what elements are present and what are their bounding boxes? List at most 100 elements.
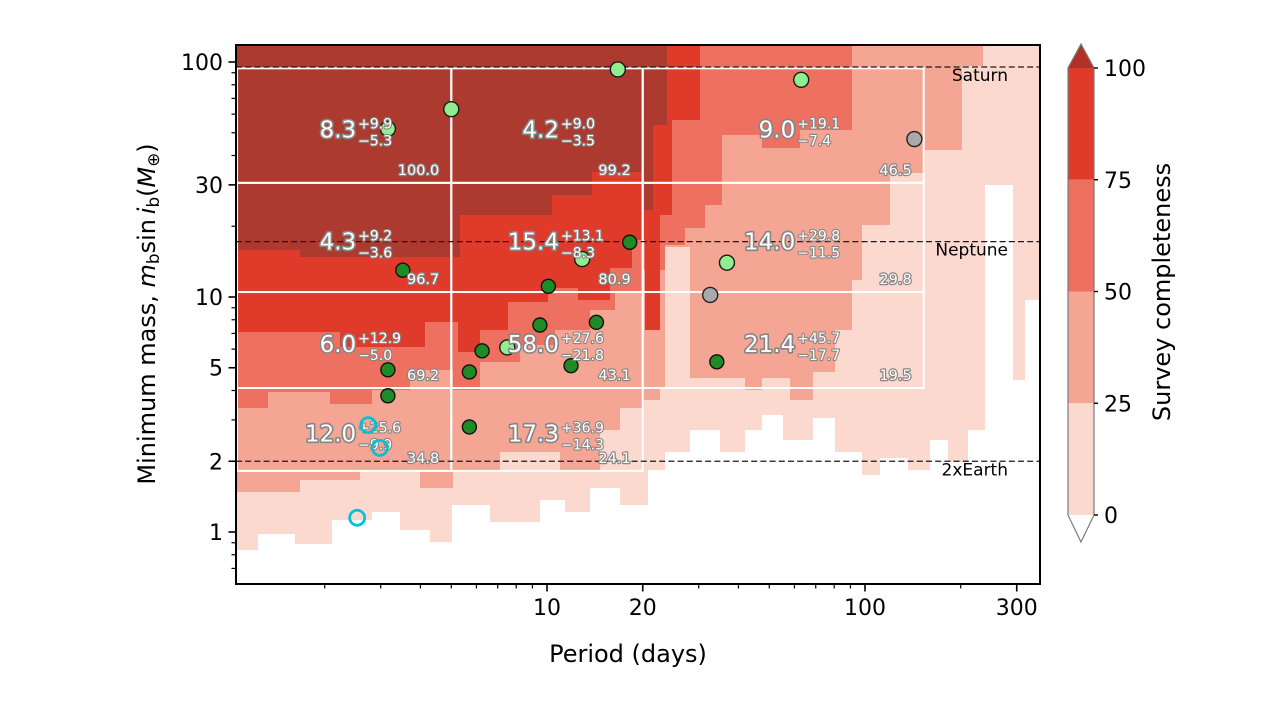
colorbar-label: Survey completeness (1148, 163, 1176, 421)
occurrence-rate-upper-error: +9.2 (358, 228, 392, 244)
occurrence-rate-value: 15.4 (508, 229, 559, 255)
y-tick-label: 2 (209, 450, 223, 475)
y-tick-label: 30 (195, 174, 223, 199)
occurrence-rate-upper-error: +36.9 (561, 420, 604, 436)
planet-point-dark_green (380, 388, 396, 404)
occurrence-rate-lower-error: −5.3 (358, 134, 392, 150)
colorbar-segment (1068, 68, 1094, 180)
occurrence-rate-value: 8.3 (320, 118, 357, 144)
completeness-region (985, 185, 1013, 398)
y-axis: 100 30 10 5 2 1 (181, 51, 236, 570)
occurrence-rate-lower-error: −21.8 (561, 348, 604, 364)
cell-completeness-value: 29.8 (879, 272, 911, 288)
occurrence-rate-value: 58.0 (508, 332, 559, 358)
colorbar-segment (1068, 179, 1094, 292)
planet-point-light_green (499, 339, 516, 356)
occurrence-rate-upper-error: +29.8 (797, 228, 840, 244)
x-axis: 10 20 100 300 (324, 584, 1038, 621)
occurrence-rate-value: 14.0 (744, 229, 795, 255)
planet-point-cyan_open (370, 438, 389, 457)
occurrence-cell-annotation: 4.2 +9.0−3.599.2 (521, 115, 632, 180)
planet-point-dark_green (709, 354, 725, 370)
cell-completeness-value: 46.5 (879, 163, 911, 179)
occurrence-rate-upper-error: +25.6 (358, 420, 401, 436)
planet-point-light_green (792, 71, 810, 88)
colorbar-segment (1068, 403, 1094, 515)
planet-point-dark_green (395, 262, 411, 278)
planet-point-dark_green (563, 358, 579, 374)
occurrence-cell-annotation: 6.0 +12.9−5.0 69.2 (318, 330, 440, 385)
occurrence-cell-outline (641, 291, 925, 389)
cell-completeness-value: 99.2 (598, 163, 630, 179)
occurrence-cell-annotation: 21.4 +45.7−17.7 19.5 (742, 330, 913, 385)
occurrence-rate-value: 17.3 (508, 421, 559, 447)
planet-point-gray (906, 130, 923, 148)
planet-point-dark_green (540, 278, 557, 295)
occurrence-rate-lower-error: −7.4 (797, 134, 831, 150)
colorbar-over-arrow (1068, 44, 1094, 68)
occurrence-cell-annotation: 58.0 +27.6−21.8 43.1 (506, 330, 632, 385)
cell-completeness-value: 19.5 (879, 368, 911, 384)
occurrence-rate-value: 21.4 (744, 332, 795, 358)
planet-points (379, 61, 923, 435)
planet-point-dark_green (622, 234, 638, 250)
x-tick-label: 10 (533, 596, 561, 621)
reference-line-label: Neptune (935, 241, 1008, 261)
planet-point-gray (702, 286, 719, 304)
occurrence-rate-lower-error: −17.7 (797, 348, 840, 364)
planet-point-light_green (379, 120, 397, 137)
occurrence-cell-annotation: 8.3 +9.9−5.3 100.0 (318, 115, 440, 180)
occurrence-rate-lower-error: −11.5 (797, 245, 840, 261)
planet-point-cyan_open (348, 508, 367, 527)
occurrence-rate-upper-error: +12.9 (358, 331, 401, 347)
x-tick-label: 20 (629, 596, 657, 621)
occurrence-cell-annotation: 9.0 +19.1−7.4 46.5 (757, 115, 913, 180)
cell-completeness-value: 24.1 (598, 451, 630, 467)
occurrence-rate-value: 12.0 (305, 421, 356, 447)
planet-point-dark_green (474, 343, 490, 359)
occurrence-cell-annotation: 12.0 +25.6−9.934.8 (303, 419, 440, 468)
planet-point-light_green (718, 254, 736, 271)
y-tick-label: 5 (209, 357, 223, 382)
occurrence-rate-upper-error: +27.6 (561, 331, 604, 347)
occurrence-rate-lower-error: −8.3 (561, 245, 595, 261)
planet-point-dark_green (461, 364, 478, 380)
colorbar-tick-label: 75 (1104, 169, 1132, 194)
occurrence-cell-outline (450, 386, 644, 472)
planet-point-light_green (573, 250, 591, 268)
occurrence-rate-lower-error: −5.0 (358, 348, 392, 364)
planet-point-dark_green (380, 362, 396, 378)
completeness-region (665, 247, 690, 430)
cell-grid (236, 67, 925, 472)
occurrence-rate-upper-error: +13.1 (561, 228, 604, 244)
cell-completeness-value: 34.8 (407, 451, 439, 467)
colorbar-tick-label: 50 (1104, 281, 1132, 306)
occurrence-rate-value: 6.0 (320, 332, 357, 358)
occurrence-rate-lower-error: −3.6 (358, 245, 392, 261)
reference-line-label: 2xEarth (942, 460, 1008, 480)
reference-lines: Saturn Neptune 2xEarth (236, 66, 1040, 480)
y-tick-label: 100 (181, 51, 223, 76)
colorbar-tick-label: 25 (1104, 392, 1132, 417)
planet-point-dark_green (532, 317, 548, 333)
occurrence-rate-upper-error: +45.7 (797, 331, 840, 347)
planet-points-top (348, 416, 389, 527)
x-tick-label: 100 (844, 596, 886, 621)
plot-frame (235, 44, 1041, 585)
planet-point-dark_green (461, 419, 478, 435)
occurrence-cell-annotation: 17.3 +36.9−14.324.1 (506, 419, 632, 468)
colorbar-segment (1068, 291, 1094, 404)
cell-completeness-value: 69.2 (407, 368, 439, 384)
occurrence-cell-annotation: 4.3 +9.2−3.6 96.7 (318, 227, 440, 289)
colorbar-under-arrow (1068, 515, 1094, 542)
y-tick-label: 10 (195, 286, 223, 311)
occurrence-cell-annotation: 15.4 +13.1−8.380.9 (506, 227, 632, 289)
occurrence-rate-upper-error: +9.9 (358, 117, 392, 133)
occurrence-rate-lower-error: −14.3 (561, 437, 604, 453)
occurrence-rate-lower-error: −3.5 (561, 134, 595, 150)
occurrence-cell-annotation: 14.0 +29.8−11.5 29.8 (742, 227, 913, 289)
axes: 10 20 100 300 100 30 10 5 2 1 Minimum mass, mbsin … (133, 44, 1041, 621)
occurrence-rate-upper-error: +19.1 (797, 117, 840, 133)
